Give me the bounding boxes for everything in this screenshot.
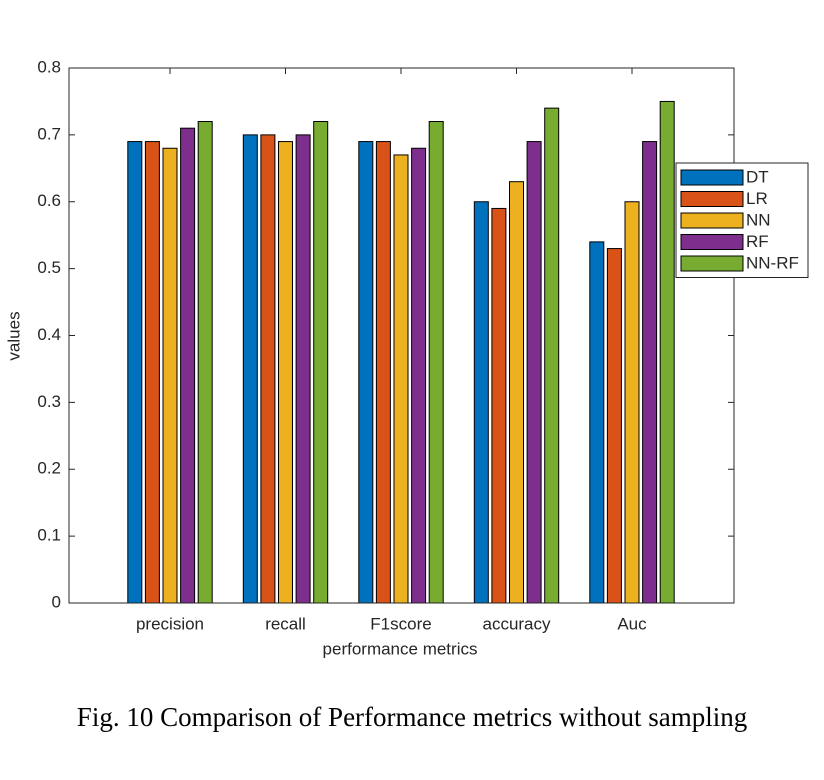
bar [242, 134, 258, 604]
y-tick-label: 0.8 [37, 57, 61, 76]
x-tick-label: F1score [370, 614, 431, 633]
y-tick-label: 0.1 [37, 526, 61, 545]
legend-label: RF [746, 232, 769, 251]
bar [393, 154, 409, 604]
bar [127, 141, 143, 604]
legend-swatch [680, 234, 744, 250]
y-tick-label: 0.6 [37, 191, 61, 210]
bar [473, 201, 489, 604]
bar [278, 141, 293, 604]
x-tick-label: accuracy [482, 614, 551, 633]
bar [411, 147, 427, 604]
legend-swatch [680, 169, 744, 186]
y-tick-label: 0.5 [37, 258, 61, 277]
bar [144, 141, 160, 604]
bar [295, 134, 311, 604]
bar [544, 107, 560, 604]
legend-swatch [680, 212, 744, 229]
bar [313, 121, 329, 604]
y-axis-label: values [4, 311, 23, 360]
bar [659, 100, 675, 604]
bar [260, 134, 276, 604]
bar [606, 248, 622, 604]
legend-label: NN-RF [746, 253, 799, 272]
x-tick-label: precision [136, 614, 204, 633]
bar [642, 141, 658, 604]
bar [375, 141, 391, 604]
bar [428, 121, 444, 604]
bar [624, 201, 640, 604]
x-tick-label: Auc [617, 614, 647, 633]
legend-swatch [680, 191, 744, 207]
bar [180, 127, 196, 604]
y-tick-label: 0.2 [37, 459, 61, 478]
caption: Fig. 10 Comparison of Performance metric… [76, 702, 748, 732]
chart: performance metrics values 0 0.1 0.2 0.3 0.4… [4, 57, 809, 658]
y-tick-label: 0.3 [37, 392, 61, 411]
bar [162, 147, 178, 604]
legend-label: NN [746, 210, 771, 229]
legend-swatch [680, 255, 744, 272]
x-axis-label: performance metrics [323, 639, 478, 658]
bar [197, 121, 213, 604]
bar [491, 207, 507, 604]
bar [526, 141, 542, 604]
bar [509, 181, 524, 604]
x-tick-label: recall [265, 614, 306, 633]
legend-label: DT [746, 167, 769, 186]
bar [589, 241, 605, 604]
legend-label: LR [746, 189, 768, 208]
bar [358, 141, 374, 604]
y-tick-label: 0 [52, 592, 61, 611]
y-tick-label: 0.7 [37, 124, 61, 143]
axes-box [68, 67, 735, 604]
y-tick-label: 0.4 [37, 325, 61, 344]
